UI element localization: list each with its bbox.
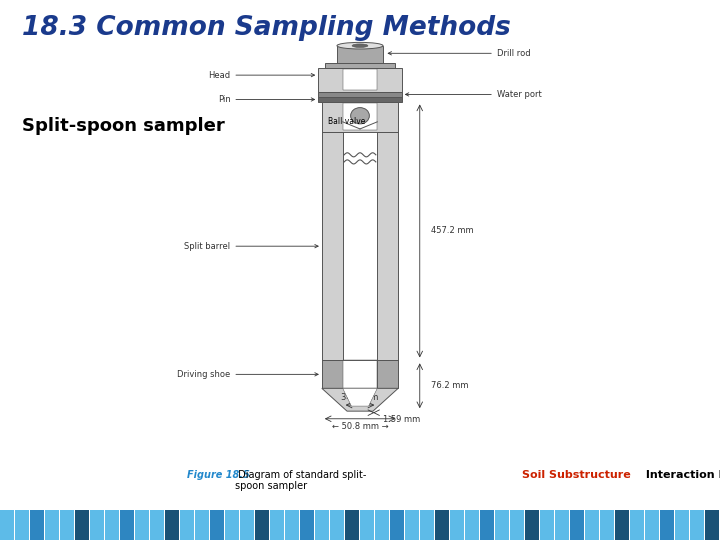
- Polygon shape: [585, 510, 599, 540]
- Polygon shape: [285, 510, 300, 540]
- Text: Drill rod: Drill rod: [388, 49, 531, 58]
- Text: 457.2 mm: 457.2 mm: [431, 226, 473, 235]
- Polygon shape: [540, 510, 554, 540]
- Polygon shape: [322, 388, 398, 411]
- Polygon shape: [300, 510, 314, 540]
- Polygon shape: [465, 510, 480, 540]
- Polygon shape: [240, 510, 254, 540]
- Polygon shape: [360, 510, 374, 540]
- Polygon shape: [337, 46, 383, 63]
- Polygon shape: [525, 510, 539, 540]
- Polygon shape: [60, 510, 74, 540]
- Polygon shape: [343, 69, 377, 90]
- Ellipse shape: [337, 42, 383, 49]
- Text: ← 50.8 mm →: ← 50.8 mm →: [332, 422, 388, 431]
- Polygon shape: [405, 510, 419, 540]
- Polygon shape: [75, 510, 89, 540]
- Text: 1.59 mm: 1.59 mm: [383, 415, 420, 424]
- Polygon shape: [330, 510, 344, 540]
- Text: Interaction Lab.: Interaction Lab.: [642, 469, 720, 480]
- Polygon shape: [375, 510, 390, 540]
- Polygon shape: [322, 132, 343, 360]
- Polygon shape: [435, 510, 449, 540]
- Text: Head: Head: [208, 71, 315, 79]
- Polygon shape: [318, 92, 402, 97]
- Polygon shape: [318, 97, 402, 102]
- Ellipse shape: [351, 107, 369, 124]
- Polygon shape: [480, 510, 494, 540]
- Text: Soil Substructure: Soil Substructure: [522, 469, 631, 480]
- Text: Driving shoe: Driving shoe: [177, 370, 318, 379]
- Text: Pin: Pin: [217, 95, 315, 104]
- Polygon shape: [322, 102, 398, 132]
- Text: Water port: Water port: [405, 90, 541, 99]
- Text: 18.3 Common Sampling Methods: 18.3 Common Sampling Methods: [22, 15, 510, 41]
- Polygon shape: [343, 103, 377, 131]
- Text: Split barrel: Split barrel: [184, 242, 318, 251]
- Polygon shape: [225, 510, 239, 540]
- Polygon shape: [270, 510, 284, 540]
- Polygon shape: [570, 510, 584, 540]
- Polygon shape: [555, 510, 570, 540]
- Text: Figure 18.5: Figure 18.5: [187, 469, 250, 480]
- Polygon shape: [420, 510, 434, 540]
- Polygon shape: [345, 510, 359, 540]
- Polygon shape: [377, 132, 398, 360]
- Polygon shape: [315, 510, 329, 540]
- Polygon shape: [322, 360, 343, 388]
- Polygon shape: [30, 510, 44, 540]
- Polygon shape: [90, 510, 104, 540]
- Polygon shape: [600, 510, 614, 540]
- Polygon shape: [105, 510, 120, 540]
- Polygon shape: [343, 360, 377, 388]
- Polygon shape: [318, 68, 402, 92]
- Polygon shape: [705, 510, 719, 540]
- Text: 34.9 mm: 34.9 mm: [341, 393, 379, 402]
- Polygon shape: [343, 388, 377, 406]
- Polygon shape: [377, 360, 398, 388]
- Polygon shape: [255, 510, 269, 540]
- Text: Split-spoon sampler: Split-spoon sampler: [22, 117, 225, 135]
- Polygon shape: [0, 510, 14, 540]
- Polygon shape: [615, 510, 629, 540]
- Polygon shape: [165, 510, 179, 540]
- Text: 76.2 mm: 76.2 mm: [431, 381, 468, 390]
- Polygon shape: [510, 510, 524, 540]
- Polygon shape: [45, 510, 59, 540]
- Polygon shape: [390, 510, 404, 540]
- Text: Ball valve: Ball valve: [328, 117, 366, 126]
- Polygon shape: [645, 510, 660, 540]
- Polygon shape: [660, 510, 674, 540]
- Polygon shape: [450, 510, 464, 540]
- Polygon shape: [690, 510, 704, 540]
- Text: Diagram of standard split-
spoon sampler: Diagram of standard split- spoon sampler: [235, 469, 366, 491]
- Polygon shape: [15, 510, 30, 540]
- Polygon shape: [195, 510, 210, 540]
- Ellipse shape: [352, 44, 368, 48]
- Polygon shape: [495, 510, 509, 540]
- Polygon shape: [630, 510, 644, 540]
- Polygon shape: [675, 510, 689, 540]
- Polygon shape: [120, 510, 134, 540]
- Polygon shape: [180, 510, 194, 540]
- Polygon shape: [325, 63, 395, 68]
- Polygon shape: [135, 510, 149, 540]
- Polygon shape: [210, 510, 224, 540]
- Polygon shape: [150, 510, 164, 540]
